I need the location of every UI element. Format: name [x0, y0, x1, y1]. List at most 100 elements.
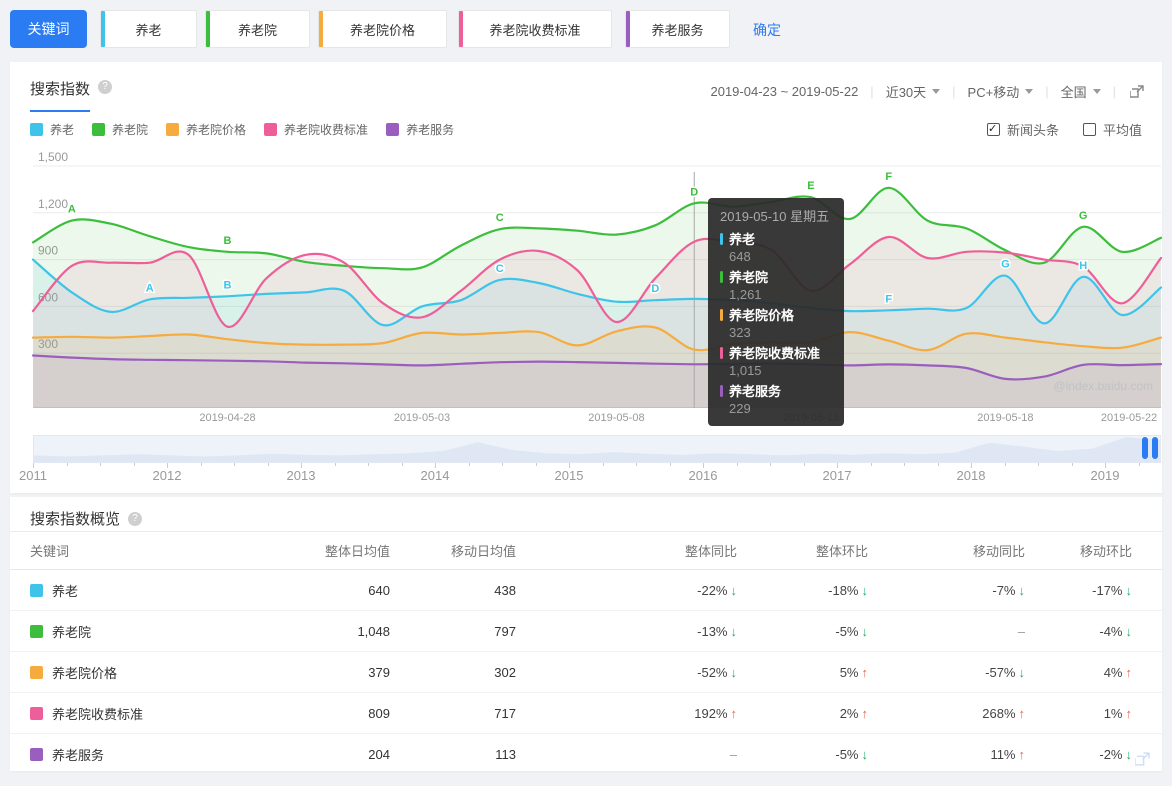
keyword-chip-2[interactable]: 养老院	[205, 10, 310, 48]
svg-text:D: D	[690, 186, 698, 198]
legend-label: 养老	[50, 122, 75, 137]
up-arrow-icon: ↑	[1125, 664, 1133, 680]
average-checkbox[interactable]: 平均值	[1082, 120, 1142, 139]
keyword-chip-1[interactable]: 养老	[100, 10, 197, 48]
svg-text:B: B	[224, 279, 232, 291]
svg-text:B: B	[224, 235, 232, 247]
down-arrow-icon: ↓	[1125, 582, 1133, 598]
avg-value-cell: 640	[368, 582, 390, 598]
external-link-icon[interactable]	[1135, 752, 1150, 767]
table-header-cell: 移动日均值	[450, 544, 516, 559]
timeline-tick	[167, 463, 168, 468]
table-row: 养老院价格 379 302 -52% ↓ 5% ↑ -57% ↓ 4% ↑	[10, 652, 1162, 693]
svg-text:C: C	[496, 212, 504, 224]
up-arrow-icon: ↑	[1018, 705, 1026, 721]
news-headline-checkbox[interactable]: 新闻头条	[986, 120, 1059, 139]
metric-cell: -2% ↓	[1025, 747, 1132, 762]
avg-value-cell: 438	[494, 582, 516, 598]
search-index-panel: 搜索指数 2019-04-23 ~ 2019-05-22 | 近30天 | PC…	[10, 62, 1163, 493]
legend-item-5: 养老服务	[386, 121, 454, 138]
svg-text:D: D	[651, 283, 659, 295]
keyword-name: 养老院价格	[52, 665, 118, 681]
date-range[interactable]: 2019-04-23 ~ 2019-05-22	[710, 84, 859, 99]
keyword-chip-4[interactable]: 养老院收费标准	[458, 10, 612, 48]
down-arrow-icon: ↓	[1018, 582, 1026, 598]
down-arrow-icon: ↓	[1125, 623, 1133, 639]
metric-value: 4%	[1103, 664, 1123, 680]
confirm-link[interactable]: 确定	[753, 22, 781, 38]
keyword-button[interactable]: 关键词	[10, 10, 87, 48]
tooltip-value: 1,261	[729, 287, 762, 302]
help-icon[interactable]	[128, 511, 143, 526]
timeline-tick	[736, 463, 738, 466]
metric-value: -5%	[835, 623, 859, 639]
metric-cell: 4% ↑	[1025, 665, 1132, 680]
timeline-tick	[502, 463, 503, 466]
table-row: 养老院 1,048 797 -13% ↓ -5% ↓ – -4% ↓	[10, 611, 1162, 652]
range-dropdown[interactable]: 近30天	[886, 82, 941, 101]
help-icon[interactable]	[98, 80, 112, 94]
svg-text:G: G	[1001, 259, 1010, 271]
svg-text:H: H	[1079, 260, 1087, 272]
timeline-brush[interactable]	[33, 435, 1161, 463]
tooltip-item: 养老院收费标准 1,015	[720, 343, 832, 378]
timeline-tick	[669, 463, 671, 466]
legend-label: 养老服务	[406, 122, 455, 137]
metric-cell: –	[516, 747, 737, 762]
timeline-tick	[535, 463, 537, 466]
brush-handle-right[interactable]	[1152, 437, 1158, 459]
legend-item-1: 养老	[30, 121, 74, 138]
timeline-tick	[66, 463, 68, 466]
metric-value: 5%	[839, 664, 859, 680]
svg-text:300: 300	[38, 337, 58, 351]
divider: |	[1112, 84, 1116, 99]
keyword-chip-3[interactable]: 养老院价格	[318, 10, 447, 48]
brush-handle-left[interactable]	[1142, 437, 1148, 459]
timeline-tick	[602, 463, 604, 466]
table-row: 养老 640 438 -22% ↓ -18% ↓ -7% ↓ -17% ↓	[10, 570, 1162, 611]
timeline-tick	[100, 463, 101, 466]
year-label: 2017	[822, 468, 852, 483]
table-header-row: 关键词 整体日均值 移动日均值 整体同比 整体环比 移动同比 移动环比	[10, 532, 1162, 570]
svg-text:@index.baidu.com: @index.baidu.com	[1053, 379, 1153, 393]
device-dropdown[interactable]: PC+移动	[968, 82, 1034, 101]
metric-value: -4%	[1099, 623, 1123, 639]
up-arrow-icon: ↑	[1125, 705, 1133, 721]
metric-value: -17%	[1092, 582, 1123, 598]
keyword-swatch	[30, 706, 43, 720]
year-label: 2014	[420, 468, 450, 483]
metric-cell: -17% ↓	[1025, 583, 1132, 598]
keyword-cell: 养老院收费标准	[30, 704, 288, 723]
timeline-tick	[33, 463, 34, 468]
svg-text:1,200: 1,200	[38, 197, 68, 211]
region-dropdown[interactable]: 全国	[1061, 82, 1101, 101]
external-link-icon[interactable]	[1130, 84, 1144, 99]
divider: |	[1045, 84, 1049, 99]
svg-text:G: G	[1079, 210, 1088, 222]
timeline-tick	[401, 463, 403, 466]
legend-item-4: 养老院收费标准	[264, 121, 368, 138]
up-arrow-icon: ↑	[861, 705, 869, 721]
keyword-swatch	[30, 583, 43, 597]
tab-search-index[interactable]: 搜索指数	[30, 78, 91, 112]
avg-value-cell: 797	[494, 623, 516, 639]
timeline-tick	[301, 463, 302, 468]
trend-chart[interactable]: 300 600 900 1,200 1,500 A B C D E F G A B C D F G H @index.…	[31, 150, 1163, 408]
tooltip-item: 养老院价格 323	[720, 305, 832, 340]
chart-legend: 养老 养老院 养老院价格 养老院收费标准 养老服务 新闻头条 平均值	[30, 118, 1142, 140]
chevron-down-icon	[932, 89, 941, 94]
metric-cell: -5% ↓	[737, 747, 868, 762]
keyword-chip-label: 养老	[135, 22, 162, 38]
x-tick-label: 2019-05-22	[1100, 412, 1158, 424]
legend-swatch	[264, 122, 278, 136]
avg-value-cell: 204	[368, 746, 390, 762]
timeline-tick	[971, 463, 972, 468]
metric-value: -5%	[835, 746, 859, 762]
keyword-swatch	[30, 747, 43, 761]
down-arrow-icon: ↓	[861, 582, 869, 598]
table-header-cell: 关键词	[30, 544, 70, 559]
keyword-cell: 养老院	[30, 622, 288, 641]
keyword-name: 养老	[52, 583, 79, 599]
legend-label: 养老院	[112, 122, 149, 137]
keyword-chip-5[interactable]: 养老服务	[625, 10, 730, 48]
